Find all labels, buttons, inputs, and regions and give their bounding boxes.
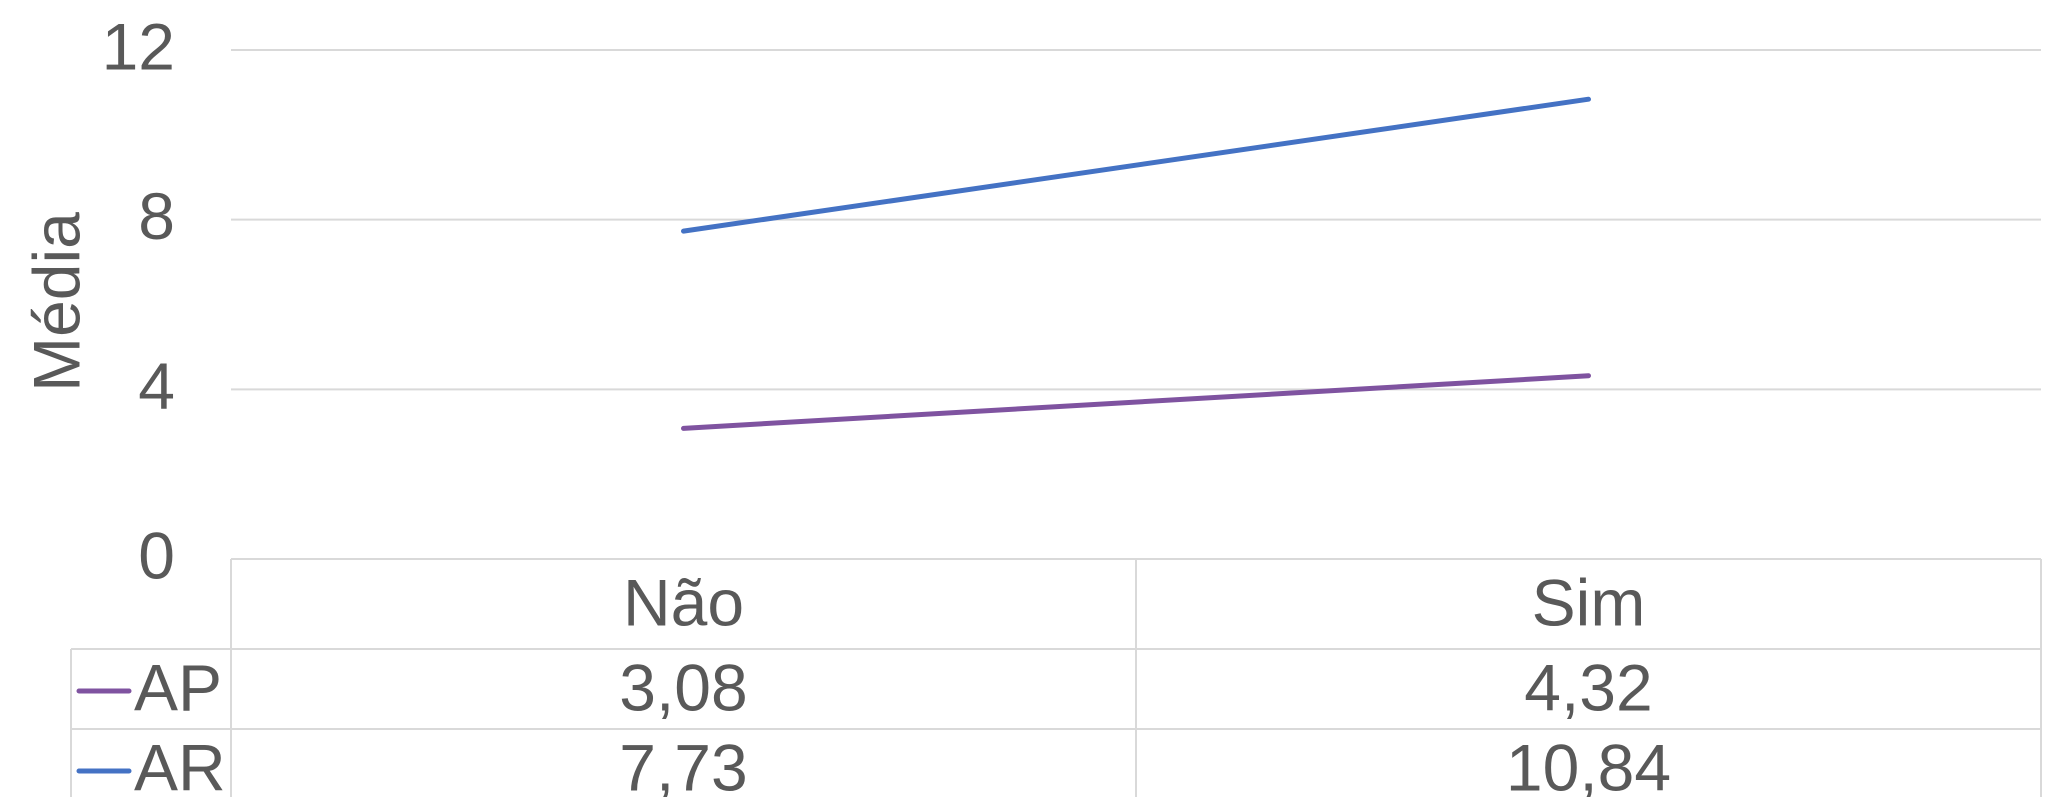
y-axis-label: Média — [19, 212, 93, 392]
legend-label: AP — [134, 650, 222, 724]
y-tick-label: 0 — [138, 518, 175, 592]
y-tick-label: 8 — [138, 179, 175, 253]
legend-label: AR — [134, 730, 226, 797]
table-value: 3,08 — [619, 650, 747, 724]
y-tick-label: 12 — [102, 9, 175, 83]
y-tick-label: 4 — [138, 349, 175, 423]
table-value: 4,32 — [1524, 650, 1652, 724]
table-value: 10,84 — [1506, 730, 1671, 797]
x-tick-label: Sim — [1532, 565, 1646, 639]
table-value: 7,73 — [619, 730, 747, 797]
x-tick-label: Não — [623, 565, 744, 639]
data-line — [681, 96, 1591, 234]
data-line — [681, 373, 1591, 431]
